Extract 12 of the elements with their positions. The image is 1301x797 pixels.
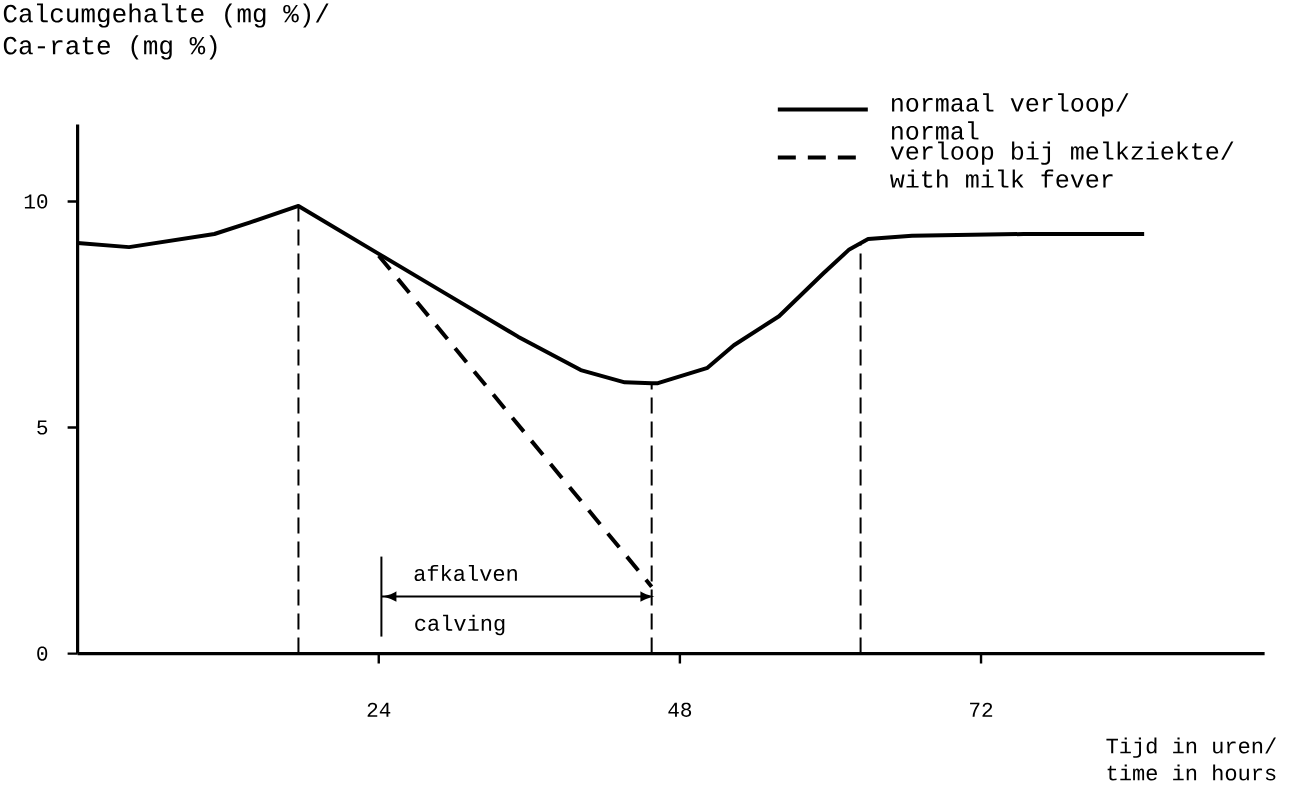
x-axis-title: Tijd in uren/ time in hours — [1106, 737, 1276, 781]
x-tick-label: 72 — [970, 702, 993, 717]
y-tick-label: 10 — [24, 194, 48, 209]
y-tick-label: 0 — [37, 646, 48, 661]
x-tick-label: 48 — [668, 702, 692, 717]
annotation: calving — [415, 614, 505, 636]
legend-label: normaal verloop/ normal — [892, 93, 1129, 140]
y-axis-title: Calcumgehalte (mg %)/ Ca-rate (mg %) — [3, 3, 329, 60]
legend-label: verloop bij melkziekte/ with milk fever — [890, 141, 1234, 188]
y-tick-label: 5 — [37, 420, 48, 435]
annotation: afkalven — [414, 564, 517, 582]
x-tick-label: 24 — [367, 702, 391, 717]
